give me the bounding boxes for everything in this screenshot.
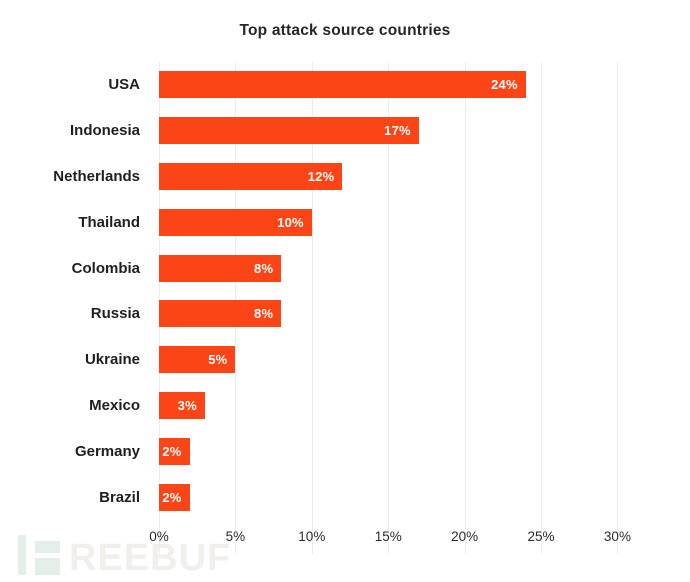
category-label: Germany [74,442,140,460]
category-label: Brazil [99,488,140,506]
bar-track: 5% [159,346,648,374]
bar-track: 10% [159,208,648,236]
x-tick-label: 0% [149,528,169,544]
watermark-logo-blocks-icon [35,541,60,575]
freebuf-watermark: REEBUF [18,535,232,579]
bar-row: Colombia 8% [0,245,690,291]
bar-row: Netherlands 12% [0,154,690,200]
value-label: 24% [491,77,518,93]
category-label: Netherlands [53,167,140,185]
watermark-logo-bar-icon [18,535,26,575]
bar-track: 2% [159,483,648,511]
bar: 3% [159,391,205,419]
bar: 2% [159,483,190,511]
category-label: Colombia [71,259,140,277]
bar-track: 8% [159,254,648,282]
bar-row: USA 24% [0,62,690,108]
bar-row: Russia 8% [0,291,690,337]
bar: 8% [159,254,282,282]
category-label: Russia [90,305,140,323]
value-label: 17% [384,123,411,139]
x-tick-label: 25% [527,528,555,544]
bar-row: Ukraine 5% [0,337,690,383]
bar-track: 8% [159,300,648,328]
bar-track: 17% [159,117,648,145]
category-label: USA [108,76,140,94]
bar: 12% [159,162,343,190]
bar: 24% [159,71,526,99]
value-label: 2% [162,489,182,505]
bar: 2% [159,437,190,465]
x-tick-label: 20% [451,528,479,544]
bar-row: Thailand 10% [0,199,690,245]
bar-row: Germany 2% [0,428,690,474]
gridline [617,62,619,554]
value-label: 8% [254,306,274,322]
bar-track: 24% [159,71,648,99]
gridline [388,62,390,554]
bar: 8% [159,300,282,328]
chart-title: Top attack source countries [239,22,451,39]
bar-row: Indonesia 17% [0,108,690,154]
value-label: 2% [162,443,182,459]
bar: 17% [159,117,419,145]
value-label: 5% [208,352,228,368]
x-tick-label: 15% [374,528,402,544]
x-tick-label: 5% [225,528,246,544]
gridline [541,62,543,554]
gridline [464,62,466,554]
bar-rows: USA 24% Indonesia 17% Netherlands 12% Thailand… [0,62,690,520]
bar-row: Mexico 3% [0,383,690,429]
chart-body: USA 24% Indonesia 17% Netherlands 12% Thailand… [0,62,690,554]
value-label: 10% [277,214,304,230]
bar-track: 2% [159,437,648,465]
value-label: 8% [254,260,274,276]
category-label: Ukraine [84,351,140,369]
bar-track: 3% [159,391,648,419]
bar-track: 12% [159,162,648,190]
bar: 5% [159,346,236,374]
watermark-logo-block-top-icon [35,541,60,553]
x-axis-ticks: 0% 5% 10% 15% 20% 25% 30% [149,520,648,554]
category-label: Thailand [78,213,140,231]
watermark-text: REEBUF [69,537,232,579]
bar: 10% [159,208,312,236]
value-label: 12% [307,168,335,184]
x-tick-label: 30% [603,528,631,544]
category-label: Mexico [89,396,140,414]
watermark-logo-block-bottom-icon [35,558,60,575]
x-tick-label: 10% [298,528,326,544]
value-label: 3% [177,397,197,413]
gridline [311,62,313,554]
category-label: Indonesia [69,122,140,140]
bar-row: Brazil 2% [0,474,690,520]
